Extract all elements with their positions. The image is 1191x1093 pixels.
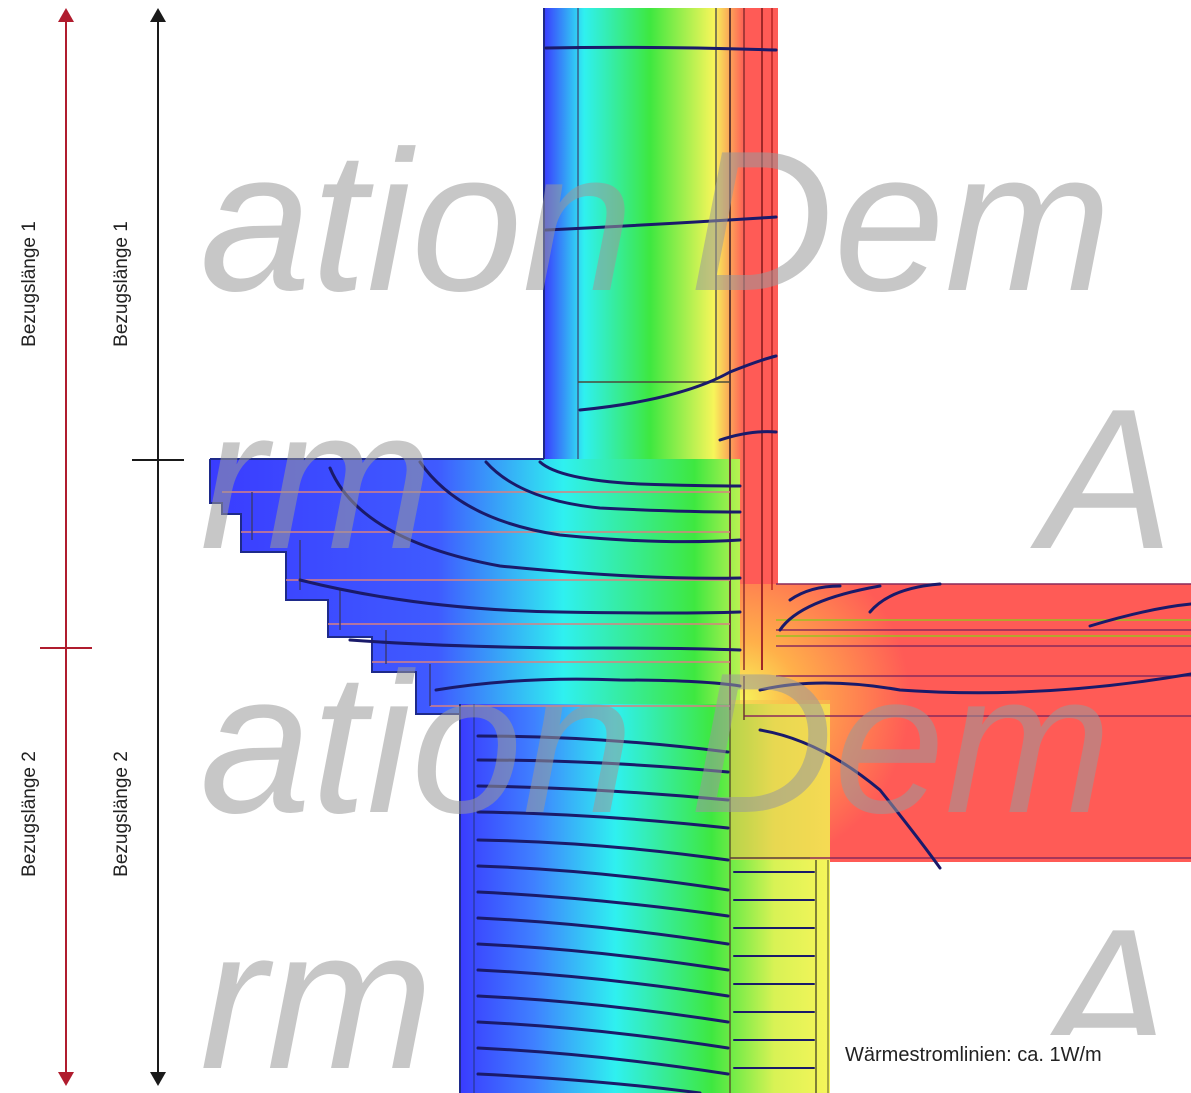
thermal-field <box>210 8 1191 1093</box>
watermark-row-4: ation Dem <box>200 632 1112 855</box>
dimension-black <box>132 8 184 1086</box>
watermark: ation Dem rm A ation Dem rm A <box>200 110 1173 1093</box>
transition-zone <box>730 700 830 860</box>
watermark-row-5: rm <box>200 888 433 1093</box>
dimension-red <box>40 8 92 1086</box>
heat-flux-lines <box>298 45 1191 1093</box>
label-left-bezugslaenge-1: Bezugslänge 1 <box>19 221 40 347</box>
arrow-up-icon <box>150 8 166 22</box>
watermark-row-1: ation Dem <box>200 110 1112 333</box>
label-right-bezugslaenge-1: Bezugslänge 1 <box>111 221 132 347</box>
flux-caption: Wärmestromlinien: ca. 1W/m <box>831 1035 1191 1075</box>
arrow-down-icon <box>150 1072 166 1086</box>
arrow-up-icon <box>58 8 74 22</box>
watermark-row-2: rm <box>200 368 433 591</box>
watermark-row-3: A <box>1030 368 1173 591</box>
layer-lines <box>209 8 1191 1093</box>
arrow-down-icon <box>58 1072 74 1086</box>
label-right-bezugslaenge-2: Bezugslänge 2 <box>111 751 132 877</box>
label-left-bezugslaenge-2: Bezugslänge 2 <box>19 751 40 877</box>
floor-slab <box>730 584 1191 862</box>
stepped-slab <box>210 459 740 714</box>
